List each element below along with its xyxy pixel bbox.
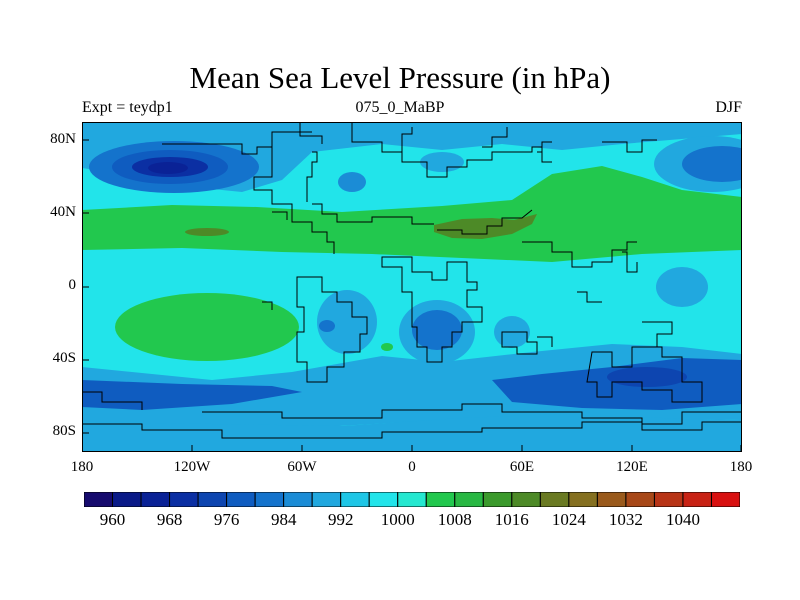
colorbar-cell [397, 492, 427, 507]
colorbar-cell [653, 492, 684, 507]
colorbar-label: 1024 [551, 510, 586, 529]
field-af-low-2 [412, 310, 462, 350]
field-asia-high [434, 214, 537, 239]
colorbar [84, 492, 740, 507]
colorbar-label: 960 [99, 510, 126, 529]
colorbar-cell [283, 492, 313, 507]
colorbar-label: 976 [213, 510, 240, 529]
colorbar-cell [454, 492, 484, 507]
colorbar-label: 984 [270, 510, 297, 529]
lon-label-120w: 120W [173, 459, 211, 475]
colorbar-label: 968 [156, 510, 183, 529]
colorbar-cell [340, 492, 370, 507]
field-aleutian-low-4 [148, 162, 188, 174]
map-ticks [82, 139, 742, 452]
colorbar-label: 1016 [494, 510, 529, 529]
field-spac-high [115, 293, 299, 361]
colorbar-cell [539, 492, 570, 507]
colorbar-cell [682, 492, 712, 507]
season-label: DJF [715, 99, 742, 116]
colorbar-label: 1008 [437, 510, 472, 529]
lat-label-80s: 80S [52, 423, 76, 439]
field-pacific-high [185, 228, 229, 236]
colorbar-label: 1000 [380, 510, 415, 529]
lat-label-40n: 40N [50, 204, 76, 220]
lat-label-40s: 40S [52, 350, 76, 366]
field-na-low [338, 172, 366, 192]
field-antarctic-band [82, 414, 742, 452]
plot-title: Mean Sea Level Pressure (in hPa) [189, 60, 611, 95]
colorbar-cell [511, 492, 541, 507]
colorbar-cell [482, 492, 513, 507]
coastlines [82, 122, 742, 439]
colorbar-label: 992 [327, 510, 354, 529]
field-nh-high-belt [82, 166, 742, 262]
colorbar-label: 1032 [608, 510, 643, 529]
colorbar-label: 1040 [666, 510, 700, 529]
field-so-core [607, 367, 687, 387]
lon-label-60w: 60W [287, 459, 317, 475]
lon-label-120e: 120E [616, 459, 648, 475]
experiment-label: Expt = teydp1 [82, 99, 173, 116]
lon-label-0: 0 [408, 459, 416, 475]
colorbar-cell [311, 492, 342, 507]
field-so-band-3 [492, 358, 742, 410]
lon-label-60e: 60E [509, 459, 535, 475]
colorbar-cell [112, 492, 142, 507]
pressure-map [82, 122, 742, 452]
colorbar-cell [226, 492, 256, 507]
lon-label-180e: 180 [729, 459, 753, 475]
lat-label-0: 0 [68, 277, 77, 293]
colorbar-cell [197, 492, 228, 507]
field-sa-low-2 [319, 320, 335, 332]
colorbar-cell [169, 492, 199, 507]
colorbar-cell [625, 492, 655, 507]
field-sa-spot [381, 343, 393, 351]
lat-label-80n: 80N [50, 131, 76, 147]
colorbar-cell [140, 492, 171, 507]
period-label: 075_0_MaBP [355, 99, 445, 116]
field-sa-low-1 [317, 290, 377, 354]
colorbar-cell [710, 492, 740, 507]
colorbar-cell [596, 492, 627, 507]
colorbar-cell [84, 492, 114, 507]
colorbar-cell [425, 492, 456, 507]
colorbar-cell [254, 492, 285, 507]
field-east-asian-low-2 [682, 146, 742, 182]
lon-label-180w: 180 [70, 459, 94, 475]
colorbar-cell [368, 492, 399, 507]
field-seasia-low [656, 267, 708, 307]
colorbar-cell [568, 492, 598, 507]
